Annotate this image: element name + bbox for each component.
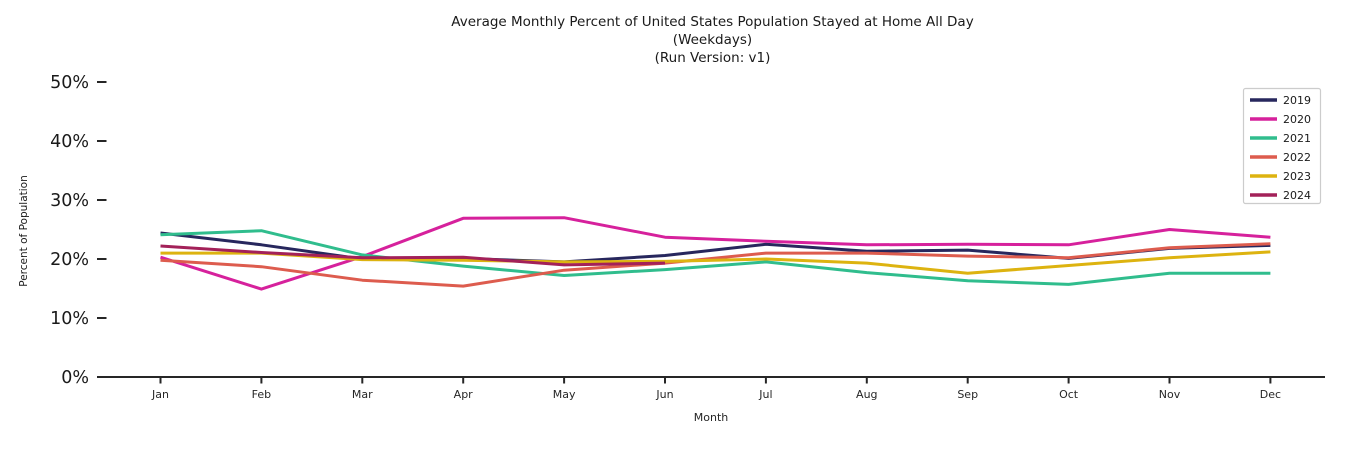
x-tick-label: Mar: [352, 388, 373, 401]
y-tick-label: 50%: [50, 73, 89, 93]
series-line-2023: [160, 250, 1271, 275]
x-axis-label: Month: [694, 411, 729, 424]
y-tick-label: 30%: [50, 191, 89, 211]
y-axis-label: Percent of Population: [18, 175, 30, 286]
x-tick-label: Jun: [655, 388, 673, 401]
series-lines: [160, 216, 1271, 291]
legend-label-2019: 2019: [1283, 94, 1311, 107]
legend-label-2020: 2020: [1283, 113, 1311, 126]
legend: 2019 2020 2021 2022 2023 2024: [1242, 87, 1322, 205]
x-tick-label: Nov: [1159, 388, 1181, 401]
x-tick-label: Jan: [151, 388, 169, 401]
series-line-2021: [160, 229, 1271, 286]
x-tick-label: Jul: [758, 388, 772, 401]
chart-title: Average Monthly Percent of United States…: [451, 14, 974, 30]
y-tick-label: 20%: [50, 250, 89, 270]
legend-label-2024: 2024: [1283, 189, 1311, 202]
y-axis: 0% 10% 20% 30% 40% 50% Percent of Population: [18, 73, 107, 388]
x-tick-label: Dec: [1260, 388, 1281, 401]
x-tick-label: Aug: [856, 388, 877, 401]
legend-label-2022: 2022: [1283, 151, 1311, 164]
x-tick-label: Apr: [454, 388, 474, 401]
y-tick-label: 40%: [50, 132, 89, 152]
x-tick-label: Oct: [1059, 388, 1079, 401]
y-tick-label: 0%: [61, 368, 89, 388]
legend-label-2021: 2021: [1283, 132, 1311, 145]
chart-run-version: (Run Version: v1): [654, 50, 771, 66]
x-tick-label: Feb: [252, 388, 271, 401]
chart-title-block: Average Monthly Percent of United States…: [100, 13, 1325, 67]
chart-subtitle: (Weekdays): [672, 32, 753, 48]
x-tick-label: May: [553, 388, 576, 401]
x-tick-label: Sep: [957, 388, 978, 401]
series-line-2024: [160, 244, 666, 267]
legend-label-2023: 2023: [1283, 170, 1311, 183]
series-line-2022: [160, 242, 1271, 288]
y-tick-label: 10%: [50, 309, 89, 329]
x-axis: Jan Feb Mar Apr May Jun Jul Aug Sep Oct Nov Dec Mont…: [97, 376, 1325, 424]
series-line-2020: [160, 216, 1271, 291]
